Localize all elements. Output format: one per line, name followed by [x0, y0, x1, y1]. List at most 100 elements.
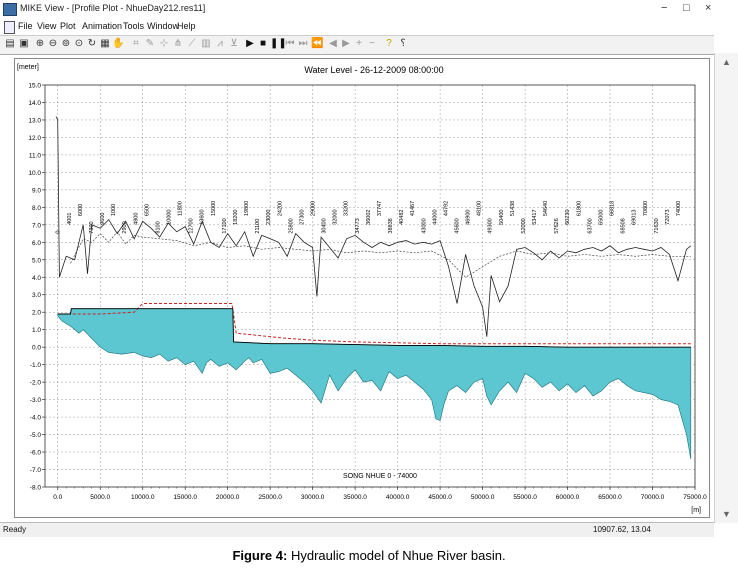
last-frame-icon[interactable]: ⏭	[298, 38, 308, 49]
select-icon[interactable]: ⌗	[133, 38, 139, 49]
chainage-label: 44000	[432, 209, 438, 224]
y-tick-label: 15.0	[28, 83, 41, 90]
document-icon	[4, 21, 15, 34]
y-tick-label: -1.0	[30, 362, 42, 369]
maximize-button[interactable]: □	[683, 2, 690, 14]
y-tick-label: 12.0	[28, 135, 41, 142]
menu-file[interactable]: File	[18, 21, 33, 31]
x-tick-label: 25000.0	[258, 494, 282, 501]
measure-icon[interactable]: ⊹	[159, 38, 169, 49]
scroll-down-icon[interactable]: ▼	[722, 509, 731, 519]
pan-hand-icon[interactable]: ✋	[112, 38, 125, 49]
chainage-label: 46900	[466, 210, 472, 225]
x-tick-label: 15000.0	[173, 494, 197, 501]
chart-title: Water Level - 26-12-2009 08:00:00	[304, 65, 443, 75]
zoom-out-icon[interactable]: ⊖	[48, 38, 58, 49]
zoom-window-icon[interactable]: ⊚	[61, 38, 71, 49]
x-tick-label: 35000.0	[343, 494, 367, 501]
profile-plot-panel[interactable]: 0 4001 6000 7300 9600 1000 2900 4800 6500 8100 100…	[14, 58, 710, 518]
status-bar: Ready 10907.62, 13.04	[0, 522, 714, 537]
y-tick-label: 13.0	[28, 117, 41, 124]
water-level-chart[interactable]: 0 4001 6000 7300 9600 1000 2900 4800 6500 8100 100…	[15, 59, 709, 517]
edit-icon[interactable]: ✎	[145, 38, 155, 49]
step-back-icon[interactable]: ⏪	[311, 38, 324, 49]
add-icon[interactable]: +	[356, 38, 362, 49]
caption-prefix: Figure 4:	[232, 548, 288, 563]
chainage-label: 29000	[310, 201, 316, 216]
chainage-label: 54640	[543, 201, 549, 216]
zoom-full-icon[interactable]: ⊙	[74, 38, 84, 49]
print-icon[interactable]: ▤	[5, 38, 15, 49]
y-tick-label: 14.0	[28, 100, 41, 107]
branch-icon[interactable]: ⋔	[173, 38, 183, 49]
app-logo-icon	[3, 3, 17, 16]
table-icon[interactable]: ▥	[201, 38, 211, 49]
graph-icon[interactable]: ⩘	[217, 38, 223, 49]
chainage-label: 72073	[665, 209, 671, 224]
chainage-label: 11800	[178, 201, 184, 216]
stop-icon[interactable]: ■	[259, 38, 267, 49]
chainage-label: 70800	[643, 201, 649, 216]
x-axis-unit: [m]	[691, 507, 701, 514]
properties-icon[interactable]: ▦	[100, 38, 110, 49]
menu-help[interactable]: Help	[177, 21, 196, 31]
vertical-scrollbar[interactable]: ▲ ▼	[714, 53, 738, 523]
chainage-label: 2900	[122, 221, 128, 233]
refresh-icon[interactable]: ↻	[87, 38, 97, 49]
scroll-up-icon[interactable]: ▲	[722, 57, 731, 67]
chainage-label: 7300	[89, 221, 95, 233]
save-icon[interactable]: ▣	[19, 38, 29, 49]
play-icon[interactable]: ▶	[246, 38, 254, 49]
chainage-label: 13600	[200, 209, 206, 224]
menu-tools[interactable]: Tools	[123, 21, 145, 31]
context-help-icon[interactable]: ⸮	[400, 38, 406, 49]
y-tick-label: -5.0	[30, 432, 42, 439]
y-tick-label: 0.0	[32, 345, 41, 352]
y-tick-label: -6.0	[30, 450, 42, 457]
chainage-label: 15000	[211, 201, 217, 216]
pause-icon[interactable]: ❚❚	[270, 38, 287, 49]
y-tick-label: 11.0	[29, 152, 42, 159]
y-tick-label: 7.0	[32, 222, 41, 229]
y-tick-label: 5.0	[32, 257, 41, 264]
chainage-label: 43000	[421, 218, 427, 233]
close-button[interactable]: ×	[705, 2, 712, 14]
x-tick-label: 0.0	[53, 494, 62, 501]
x-tick-label: 50000.0	[471, 494, 495, 501]
chainage-label: 9600	[100, 213, 106, 225]
profile-icon[interactable]: ⟋	[188, 38, 196, 49]
chainage-label: 71630	[654, 218, 660, 233]
cross-section-icon[interactable]: ⊻	[230, 38, 238, 49]
chainage-label: 61800	[576, 201, 582, 216]
chainage-label: 33200	[344, 201, 350, 216]
zoom-in-icon[interactable]: ⊕	[35, 38, 45, 49]
help-icon[interactable]: ?	[386, 38, 392, 49]
y-tick-label: 2.0	[32, 310, 41, 317]
next-icon[interactable]: ▶	[342, 38, 350, 49]
previous-icon[interactable]: ◀	[329, 38, 337, 49]
chainage-label: 52000	[521, 218, 527, 233]
first-frame-icon[interactable]: ⏮	[285, 38, 295, 49]
y-tick-label: 1.0	[32, 327, 41, 334]
chainage-label: 37747	[377, 201, 383, 216]
chainage-label: 65000	[599, 210, 605, 225]
chainage-label: 49300	[488, 218, 494, 233]
water-level-line	[57, 308, 691, 348]
menu-window[interactable]: Window	[147, 21, 180, 31]
remove-icon[interactable]: −	[369, 38, 375, 49]
menu-view[interactable]: View	[37, 21, 57, 31]
chainage-label: 24200	[277, 201, 283, 216]
caption-text: Hydraulic model of Nhue River basin.	[287, 548, 506, 563]
chainage-label: 41467	[410, 201, 416, 216]
menu-animation[interactable]: Animation	[82, 21, 123, 31]
chainage-label: 4800	[133, 213, 139, 225]
chainage-label: 68508	[621, 218, 627, 233]
chainage-label: 30400	[322, 218, 328, 233]
menu-plot[interactable]: Plot	[60, 21, 76, 31]
minimize-button[interactable]: −	[661, 2, 668, 14]
chainage-label: 63700	[587, 218, 593, 233]
left-bank-line	[55, 116, 692, 337]
x-tick-label: 30000.0	[301, 494, 325, 501]
chainage-label: 36002	[366, 210, 372, 225]
window-title: MIKE View - [Profile Plot - NhueDay212.r…	[20, 3, 206, 13]
